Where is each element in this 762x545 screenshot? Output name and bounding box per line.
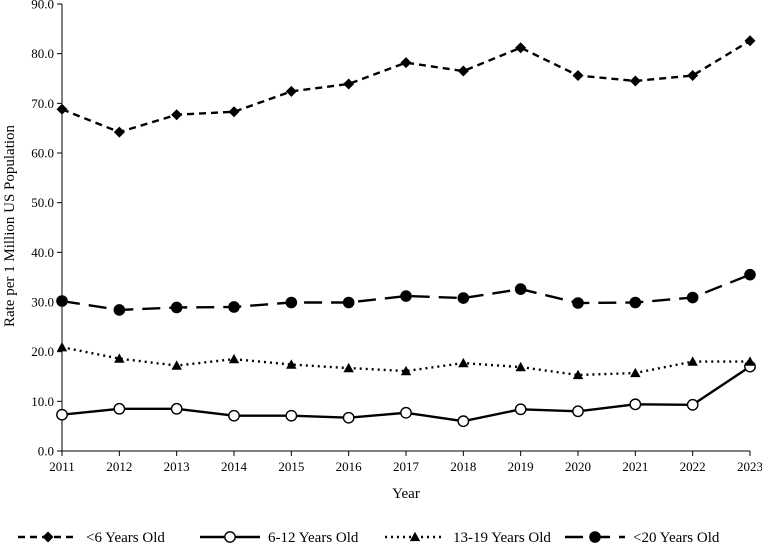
data-point [228,353,240,364]
data-point [744,268,756,281]
data-point [572,297,584,309]
legend-marker [224,531,236,543]
data-point [228,409,240,422]
y-tick-label: 30.0 [31,295,54,310]
legend-label: 6-12 Years Old [268,530,359,545]
data-point [457,292,470,304]
x-tick-label: 2015 [278,459,304,474]
x-tick-label: 2014 [221,459,248,474]
series-0 [56,35,756,138]
data-point [113,126,125,138]
legend-item: <20 Years Old [565,530,720,545]
data-point [171,109,183,121]
legend-item: 6-12 Years Old [200,530,359,545]
data-point [56,408,68,421]
legend-label: 13-19 Years Old [453,530,551,545]
y-tick-label: 0.0 [38,444,54,459]
data-point [572,70,584,82]
data-point [228,106,240,118]
data-point [170,301,183,314]
series-1 [56,360,756,428]
data-point [400,406,412,419]
y-tick-label: 60.0 [31,146,54,161]
data-point [285,409,298,422]
legend-label: <20 Years Old [633,530,720,545]
y-axis-title: Rate per 1 Million US Population [2,124,18,327]
data-point [515,361,526,372]
data-point [113,304,126,316]
x-tick-label: 2020 [565,459,591,474]
y-tick-label: 90.0 [31,0,54,12]
data-point [514,403,527,416]
data-point [400,290,412,302]
data-point [687,70,699,82]
data-point [342,296,355,309]
data-point [170,402,183,415]
data-point [56,295,68,307]
x-tick-label: 2023 [737,459,762,474]
data-point [629,75,641,87]
legend: <6 Years Old 6-12 Years Old 13-19 Years Ol… [18,530,720,545]
data-point [400,365,412,376]
plot-area: 0.0 10.0 20.0 30.0 40.0 50.0 60.0 70.0 80.0 90.0 2… [31,0,762,474]
data-point [56,103,68,115]
data-point [514,283,527,295]
data-point [744,356,756,366]
data-point [686,398,699,411]
data-point [343,362,354,373]
data-point [630,367,641,378]
x-tick-label: 2021 [622,459,648,474]
data-point [457,415,470,428]
data-point [285,296,298,309]
series-line [61,39,751,134]
legend-marker [589,531,601,543]
data-point [228,301,240,313]
legend-item: 13-19 Years Old [385,530,551,545]
y-tick-label: 50.0 [31,195,54,210]
data-point [629,398,642,411]
y-tick-label: 80.0 [31,46,54,61]
data-point [572,369,584,380]
x-tick-label: 2013 [164,459,190,474]
data-point [687,356,698,366]
series-3 [56,268,756,316]
data-point [343,78,355,90]
data-point [286,359,297,369]
data-point [400,57,412,69]
y-tick-label: 20.0 [31,344,54,359]
data-point [285,85,297,97]
x-axis-title: Year [392,486,420,502]
y-tick-label: 40.0 [31,245,54,260]
legend-marker [409,531,421,542]
data-point [457,65,469,77]
series-2 [56,341,756,380]
data-point [342,411,355,424]
data-point [629,296,642,309]
x-tick-label: 2018 [450,459,476,474]
y-tick-label: 10.0 [31,394,54,409]
data-point [113,402,126,415]
data-point [515,42,527,54]
data-point [458,357,469,368]
legend-label: <6 Years Old [86,530,165,545]
x-tick-label: 2011 [49,459,75,474]
legend-marker [42,531,54,543]
x-tick-label: 2012 [106,459,132,474]
data-point [744,35,756,47]
legend-item: <6 Years Old [18,530,165,545]
data-point [171,360,182,370]
data-point [686,291,699,304]
x-tick-label: 2016 [336,459,363,474]
data-point [56,341,68,352]
data-point [114,353,125,363]
y-tick-label: 70.0 [31,96,54,111]
x-tick-label: 2022 [680,459,706,474]
x-tick-label: 2017 [393,459,420,474]
x-tick-label: 2019 [508,459,534,474]
data-point [572,405,584,418]
